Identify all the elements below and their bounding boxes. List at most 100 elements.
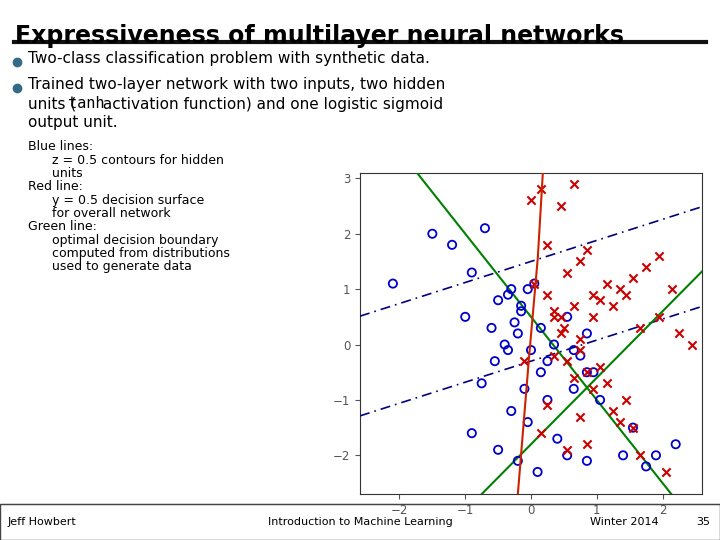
Point <box>535 185 546 194</box>
Point <box>459 313 471 321</box>
Text: units: units <box>52 167 83 180</box>
Text: output unit.: output unit. <box>28 114 117 130</box>
Point <box>558 323 570 332</box>
Point <box>503 291 514 299</box>
Point <box>614 285 626 293</box>
Text: for overall network: for overall network <box>52 207 171 220</box>
Point <box>640 262 652 271</box>
Text: Expressiveness of multilayer neural networks: Expressiveness of multilayer neural netw… <box>15 24 624 48</box>
Point <box>541 291 553 299</box>
Point <box>562 451 573 460</box>
Point <box>601 379 613 388</box>
Point <box>594 396 606 404</box>
Point <box>486 323 498 332</box>
Text: activation function) and one logistic sigmoid: activation function) and one logistic si… <box>98 97 443 111</box>
Point <box>522 418 534 427</box>
Text: Two-class classification problem with synthetic data.: Two-class classification problem with sy… <box>28 51 430 66</box>
Point <box>505 285 517 293</box>
Point <box>562 268 573 277</box>
Point <box>516 307 527 315</box>
Point <box>594 362 606 371</box>
Point <box>541 357 553 366</box>
Point <box>555 313 567 321</box>
Point <box>522 285 534 293</box>
Point <box>535 429 546 437</box>
Point <box>640 462 652 471</box>
Point <box>568 374 580 382</box>
Text: z = 0.5 contours for hidden: z = 0.5 contours for hidden <box>52 154 224 167</box>
Point <box>581 440 593 449</box>
Point <box>526 346 537 354</box>
Text: Blue lines:: Blue lines: <box>28 140 93 153</box>
Point <box>541 396 553 404</box>
Point <box>654 313 665 321</box>
Point <box>568 384 580 393</box>
Point <box>528 279 540 288</box>
Point <box>670 440 681 449</box>
Text: y = 0.5 decision surface: y = 0.5 decision surface <box>52 194 204 207</box>
Text: units (: units ( <box>28 97 76 111</box>
Point <box>505 407 517 415</box>
Text: Introduction to Machine Learning: Introduction to Machine Learning <box>268 517 452 527</box>
Point <box>575 257 586 266</box>
Point <box>512 329 523 338</box>
Point <box>489 357 500 366</box>
Point <box>588 291 599 299</box>
Point <box>581 368 593 376</box>
Point <box>588 368 599 376</box>
Point <box>634 323 645 332</box>
Point <box>480 224 491 233</box>
Point <box>526 196 537 205</box>
Point <box>594 296 606 305</box>
Point <box>466 268 477 277</box>
Point <box>555 202 567 211</box>
Point <box>581 456 593 465</box>
Point <box>568 180 580 188</box>
Point <box>608 301 619 310</box>
Point <box>588 313 599 321</box>
Point <box>535 368 546 376</box>
Text: computed from distributions: computed from distributions <box>52 247 230 260</box>
Point <box>568 301 580 310</box>
Point <box>621 396 632 404</box>
Point <box>634 451 645 460</box>
Text: Green line:: Green line: <box>28 220 97 233</box>
Point <box>562 313 573 321</box>
Point <box>532 468 544 476</box>
Point <box>555 329 567 338</box>
Point <box>654 252 665 260</box>
Point <box>492 296 504 305</box>
Point <box>518 384 530 393</box>
Point <box>541 240 553 249</box>
Point <box>426 230 438 238</box>
Point <box>627 423 639 432</box>
Point <box>621 291 632 299</box>
Text: 35: 35 <box>696 517 710 527</box>
Point <box>466 429 477 437</box>
Point <box>650 451 662 460</box>
Point <box>568 346 580 354</box>
Point <box>528 279 540 288</box>
Point <box>673 329 685 338</box>
Text: Jeff Howbert: Jeff Howbert <box>8 517 77 527</box>
Point <box>499 340 510 349</box>
Point <box>548 340 559 349</box>
Point <box>535 323 546 332</box>
Point <box>575 352 586 360</box>
Point <box>518 357 530 366</box>
Text: used to generate data: used to generate data <box>52 260 192 273</box>
Point <box>562 357 573 366</box>
Point <box>575 412 586 421</box>
Point <box>562 446 573 454</box>
Point <box>617 451 629 460</box>
Bar <box>0 504 720 540</box>
Point <box>581 329 593 338</box>
Point <box>492 446 504 454</box>
Text: tanh: tanh <box>68 97 104 111</box>
Point <box>601 279 613 288</box>
Point <box>509 318 521 327</box>
Point <box>667 285 678 293</box>
Point <box>541 401 553 410</box>
Point <box>608 407 619 415</box>
Text: Trained two-layer network with two inputs, two hidden: Trained two-layer network with two input… <box>28 78 445 92</box>
